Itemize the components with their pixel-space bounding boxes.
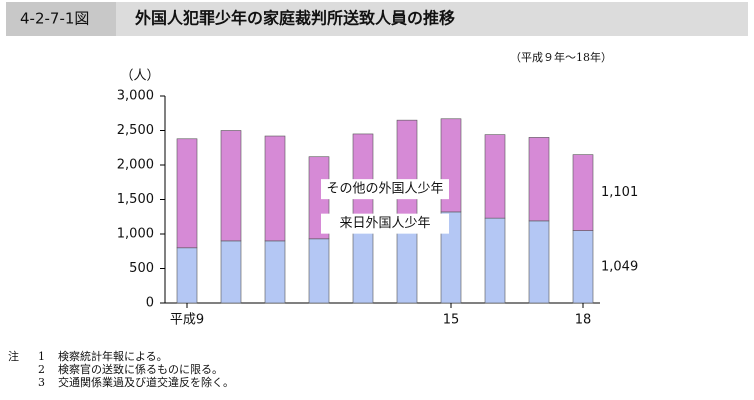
y-tick-label: 500: [129, 261, 154, 276]
bar-segment: [264, 135, 286, 242]
figure-title: 外国人犯罪少年の家庭裁判所送致人員の推移: [134, 9, 455, 28]
bar-segment: [572, 230, 594, 304]
series-label-bg: [321, 179, 449, 200]
bar-segment: [220, 240, 242, 304]
x-tick-label: 平成9: [170, 313, 204, 328]
series-label: 来日外国人少年: [339, 216, 430, 231]
bar-segment: [352, 133, 374, 222]
bar-segment: [176, 247, 198, 304]
notes-label: 注: [8, 349, 19, 363]
bar-segment: [572, 154, 594, 231]
y-axis-label: （人）: [120, 69, 159, 84]
x-tick-label: 18: [575, 313, 592, 328]
series-label: その他の外国人少年: [326, 182, 443, 197]
bar-segment: [528, 137, 550, 222]
bar-segment: [308, 238, 330, 304]
note-text: 検察官の送致に係るものに限る。: [58, 362, 223, 376]
y-tick-label: 3,000: [117, 89, 154, 104]
figure-number: 4-2-7-1図: [20, 10, 89, 28]
series-label-bg: [321, 213, 449, 234]
x-tick-label: 15: [443, 313, 460, 328]
y-tick-label: 1,000: [117, 227, 154, 242]
y-tick-label: 0: [146, 296, 154, 311]
y-tick-label: 2,500: [117, 123, 154, 138]
value-label: 1,101: [601, 185, 638, 200]
y-tick-label: 1,500: [117, 192, 154, 207]
bar-segment: [220, 130, 242, 242]
note-number: 1: [38, 350, 45, 363]
header-label-box: [6, 2, 116, 36]
note-number: 3: [38, 376, 45, 389]
bar-segment: [484, 217, 506, 304]
bar-segment: [176, 138, 198, 249]
bar-segment: [396, 119, 418, 218]
note-text: 検察統計年報による。: [58, 349, 168, 363]
bar-segment: [528, 220, 550, 304]
bar-segment: [264, 240, 286, 304]
y-tick-label: 2,000: [117, 158, 154, 173]
value-label: 1,049: [601, 259, 638, 274]
subtitle: （平成９年～18年）: [510, 50, 612, 64]
header-band: [6, 2, 748, 36]
note-text: 交通関係業過及び道交違反を除く。: [58, 375, 234, 389]
bar-segment: [484, 134, 506, 219]
note-number: 2: [38, 363, 45, 376]
